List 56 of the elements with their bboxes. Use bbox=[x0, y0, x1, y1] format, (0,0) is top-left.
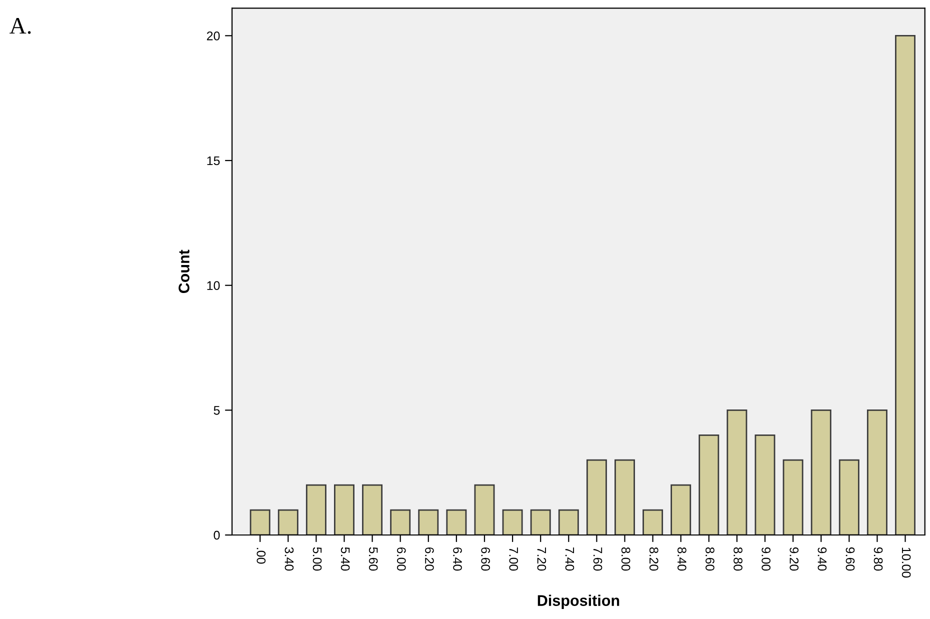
y-axis-title: Count bbox=[178, 250, 190, 294]
x-tick-label: 8.60 bbox=[706, 547, 714, 571]
y-tick-label: 0 bbox=[214, 530, 220, 540]
x-tick-label: 7.20 bbox=[537, 547, 546, 571]
bar bbox=[362, 484, 383, 535]
x-tick-label: 8.40 bbox=[677, 547, 686, 571]
bar bbox=[838, 459, 860, 535]
text: A. bbox=[10, 18, 31, 34]
bar bbox=[810, 409, 832, 535]
bar bbox=[446, 509, 467, 535]
x-tick-label: 6.20 bbox=[425, 547, 434, 571]
y-tick-label: 15 bbox=[207, 156, 220, 166]
x-tick-label: 8.00 bbox=[621, 547, 630, 571]
x-tick-label: .00 bbox=[256, 548, 266, 564]
x-tick-label: 9.80 bbox=[874, 547, 883, 571]
x-tick-label: 9.00 bbox=[762, 547, 770, 571]
bar bbox=[558, 509, 579, 535]
x-tick-label: 9.40 bbox=[818, 547, 827, 571]
bar bbox=[614, 459, 635, 535]
y-tick-label: 10 bbox=[207, 281, 220, 290]
bar bbox=[586, 459, 607, 535]
y-tick-label: 5 bbox=[214, 406, 220, 415]
bar bbox=[474, 484, 495, 535]
x-axis-title: Disposition bbox=[538, 594, 620, 609]
x-tick-label: 7.40 bbox=[565, 547, 574, 571]
bar bbox=[418, 509, 439, 535]
bar bbox=[866, 409, 888, 535]
x-tick-label: 5.60 bbox=[368, 547, 378, 571]
x-tick-label: 8.20 bbox=[649, 547, 658, 571]
x-tick-label: 3.40 bbox=[284, 547, 294, 571]
bar bbox=[530, 509, 551, 535]
bar bbox=[334, 484, 354, 535]
bar bbox=[306, 484, 326, 535]
x-tick-label: 6.60 bbox=[481, 547, 490, 571]
bar bbox=[726, 409, 748, 535]
x-tick-label: 10.00 bbox=[902, 548, 911, 578]
bar bbox=[782, 459, 804, 535]
x-tick-label: 6.00 bbox=[396, 547, 406, 571]
bar bbox=[670, 484, 692, 535]
bar bbox=[278, 509, 298, 535]
x-tick-label: 9.60 bbox=[846, 547, 855, 571]
bar bbox=[502, 509, 523, 535]
x-tick-label: 5.40 bbox=[340, 547, 350, 571]
x-tick-label: 9.20 bbox=[790, 547, 799, 571]
y-tick-label: 20 bbox=[206, 31, 220, 40]
bar bbox=[250, 509, 270, 535]
bar bbox=[390, 509, 411, 535]
x-tick-label: 7.60 bbox=[593, 547, 602, 571]
bar bbox=[642, 509, 664, 535]
bar bbox=[754, 434, 776, 535]
bar bbox=[895, 35, 916, 535]
x-tick-label: 8.80 bbox=[734, 547, 742, 571]
bar bbox=[698, 434, 720, 535]
x-tick-label: 5.00 bbox=[312, 547, 322, 571]
x-tick-label: 7.00 bbox=[509, 547, 518, 571]
x-tick-label: 6.40 bbox=[453, 547, 462, 571]
